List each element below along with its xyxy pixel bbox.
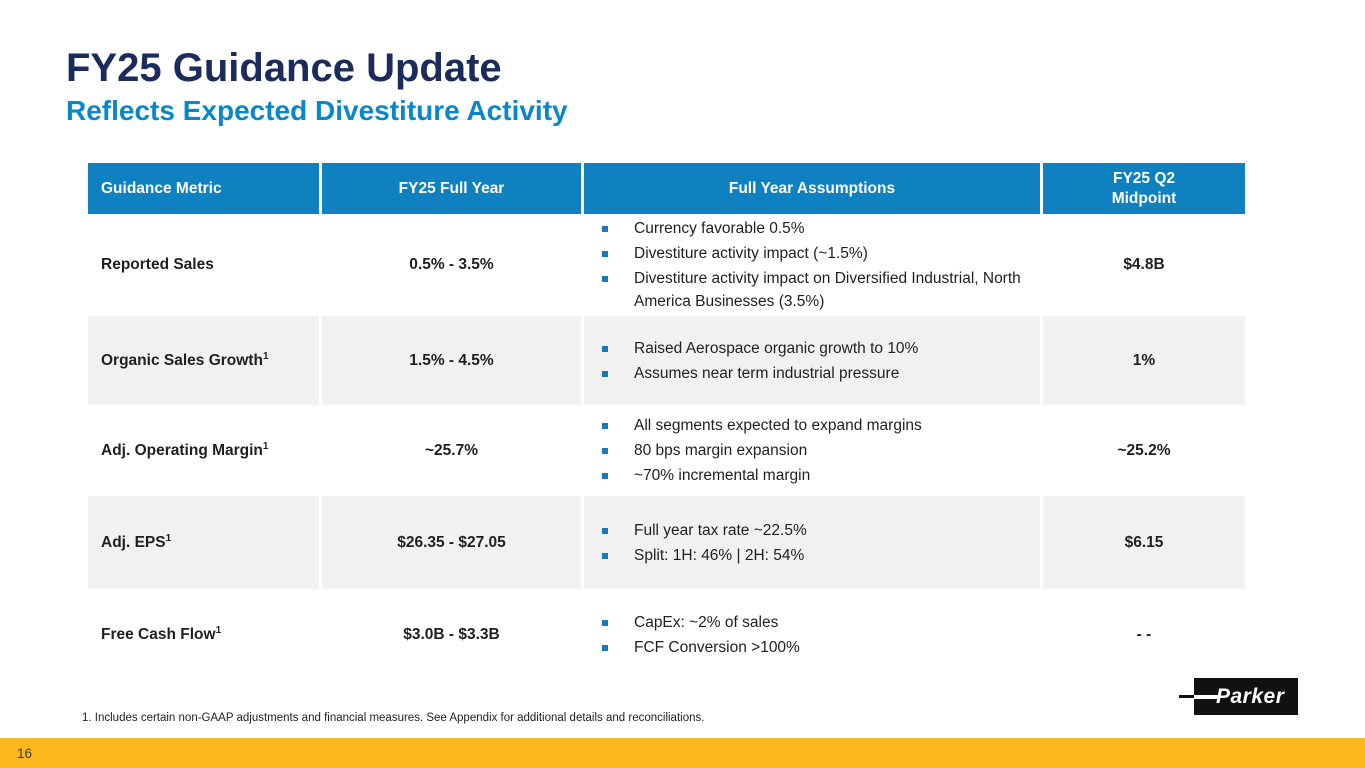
table-row-q2-midpoint: 1%: [1043, 316, 1245, 405]
table-row-full-year-value: $26.35 - $27.05: [322, 496, 581, 589]
assumptions-list: Raised Aerospace organic growth to 10% A…: [602, 337, 918, 385]
metric-label: Adj. Operating Margin1: [101, 440, 269, 459]
bullet-square-icon: [602, 423, 608, 429]
list-item: Split: 1H: 46% | 2H: 54%: [602, 544, 807, 567]
list-item: Divestiture activity impact on Diversifi…: [602, 267, 1032, 313]
assumptions-list: Currency favorable 0.5% Divestiture acti…: [602, 217, 1032, 313]
column-header-full-year-assumptions: Full Year Assumptions: [584, 163, 1040, 214]
bullet-square-icon: [602, 645, 608, 651]
bullet-square-icon: [602, 448, 608, 454]
metric-label: Free Cash Flow1: [101, 624, 222, 643]
list-item: CapEx: ~2% of sales: [602, 611, 800, 634]
table-row-assumptions: Full year tax rate ~22.5% Split: 1H: 46%…: [584, 496, 1040, 589]
bullet-square-icon: [602, 276, 608, 282]
table-row-metric: Free Cash Flow1: [88, 592, 319, 678]
footnote-marker: 1: [262, 440, 269, 452]
page-subtitle: Reflects Expected Divestiture Activity: [66, 95, 568, 126]
title-block: FY25 Guidance Update Reflects Expected D…: [66, 46, 568, 127]
assumption-text: Assumes near term industrial pressure: [634, 364, 900, 382]
list-item: FCF Conversion >100%: [602, 636, 800, 659]
footnote-marker: 1: [215, 624, 222, 636]
guidance-table: Guidance Metric FY25 Full Year Full Year…: [88, 163, 1248, 678]
table-row-assumptions: CapEx: ~2% of sales FCF Conversion >100%: [584, 592, 1040, 678]
table-row-assumptions: Currency favorable 0.5% Divestiture acti…: [584, 217, 1040, 313]
table-row-metric: Adj. EPS1: [88, 496, 319, 589]
assumption-text: Divestiture activity impact (~1.5%): [634, 245, 868, 262]
page-title: FY25 Guidance Update: [66, 46, 502, 90]
bullet-square-icon: [602, 527, 608, 534]
assumption-text: Full year tax rate ~22.5%: [634, 521, 807, 539]
table-row-metric: Organic Sales Growth1: [88, 316, 319, 405]
column-header-fy25-full-year: FY25 Full Year: [322, 163, 581, 214]
table-row-q2-midpoint: $4.8B: [1043, 217, 1245, 313]
logo-dash-icon: [1179, 695, 1194, 698]
table-row-q2-midpoint: $6.15: [1043, 496, 1245, 589]
logo-box: Parker: [1194, 678, 1298, 715]
bullet-square-icon: [602, 473, 608, 479]
assumption-text: Divestiture activity impact on Diversifi…: [634, 270, 1021, 310]
list-item: Currency favorable 0.5%: [602, 217, 1032, 240]
assumption-text: Split: 1H: 46% | 2H: 54%: [634, 546, 805, 564]
table-row-q2-midpoint: - -: [1043, 592, 1245, 678]
assumption-text: Raised Aerospace organic growth to 10%: [634, 339, 919, 357]
bullet-square-icon: [602, 620, 608, 626]
assumptions-list: Full year tax rate ~22.5% Split: 1H: 46%…: [602, 519, 807, 567]
list-item: Divestiture activity impact (~1.5%): [602, 242, 1032, 265]
bullet-square-icon: [602, 345, 608, 352]
logo-dash-icon: [1194, 694, 1218, 699]
table-row-full-year-value: 0.5% - 3.5%: [322, 217, 581, 313]
assumptions-list: CapEx: ~2% of sales FCF Conversion >100%: [602, 611, 800, 659]
assumption-text: Currency favorable 0.5%: [634, 220, 805, 237]
bullet-square-icon: [602, 251, 608, 257]
list-item: Raised Aerospace organic growth to 10%: [602, 337, 918, 360]
logo-text: Parker: [1216, 684, 1285, 708]
metric-label: Reported Sales: [101, 256, 214, 273]
page-number: 16: [17, 745, 33, 761]
table-row-assumptions: All segments expected to expand margins …: [584, 408, 1040, 493]
assumption-text: FCF Conversion >100%: [634, 639, 800, 656]
list-item: 80 bps margin expansion: [602, 439, 922, 462]
table-row-assumptions: Raised Aerospace organic growth to 10% A…: [584, 316, 1040, 405]
metric-label: Organic Sales Growth1: [101, 350, 269, 369]
footnote: 1. Includes certain non-GAAP adjustments…: [82, 712, 705, 724]
list-item: All segments expected to expand margins: [602, 414, 922, 437]
list-item: ~70% incremental margin: [602, 464, 922, 487]
table-row-metric: Reported Sales: [88, 217, 319, 313]
table-row-full-year-value: ~25.7%: [322, 408, 581, 493]
assumptions-list: All segments expected to expand margins …: [602, 414, 922, 487]
list-item: Full year tax rate ~22.5%: [602, 519, 807, 542]
bullet-square-icon: [602, 552, 608, 559]
table-row-full-year-value: 1.5% - 4.5%: [322, 316, 581, 405]
assumption-text: CapEx: ~2% of sales: [634, 614, 779, 631]
bullet-square-icon: [602, 370, 608, 377]
parker-logo: Parker: [1179, 678, 1298, 715]
table-row-metric: Adj. Operating Margin1: [88, 408, 319, 493]
table-row-full-year-value: $3.0B - $3.3B: [322, 592, 581, 678]
footnote-marker: 1: [165, 532, 172, 544]
footnote-marker: 1: [262, 350, 269, 362]
column-header-fy25-q2-midpoint: FY25 Q2 Midpoint: [1043, 163, 1245, 214]
column-header-guidance-metric: Guidance Metric: [88, 163, 319, 214]
list-item: Assumes near term industrial pressure: [602, 362, 918, 385]
assumption-text: All segments expected to expand margins: [634, 417, 922, 434]
table-row-q2-midpoint: ~25.2%: [1043, 408, 1245, 493]
bullet-square-icon: [602, 226, 608, 232]
slide-footer-bar: 16: [0, 738, 1365, 768]
assumption-text: ~70% incremental margin: [634, 467, 811, 484]
metric-label: Adj. EPS1: [101, 532, 172, 551]
assumption-text: 80 bps margin expansion: [634, 442, 808, 459]
